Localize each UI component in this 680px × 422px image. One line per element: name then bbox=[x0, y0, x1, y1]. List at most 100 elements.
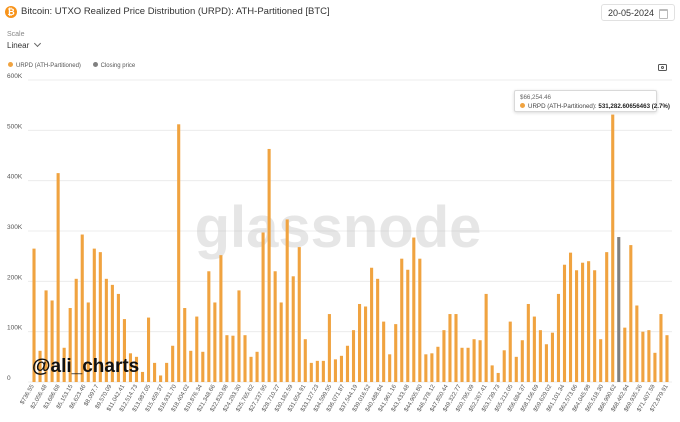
tooltip-row: URPD (ATH-Partitioned): 531,282.60656463… bbox=[520, 102, 670, 110]
bar bbox=[104, 278, 108, 382]
bar bbox=[647, 330, 651, 382]
bar bbox=[201, 351, 205, 382]
bar bbox=[520, 340, 524, 382]
bar bbox=[502, 350, 506, 382]
bar bbox=[74, 278, 78, 382]
calendar-icon[interactable] bbox=[659, 9, 668, 19]
bar bbox=[388, 354, 392, 382]
bar bbox=[659, 314, 663, 382]
chart-title: Bitcoin: UTXO Realized Price Distributio… bbox=[21, 6, 330, 17]
bar bbox=[364, 306, 368, 382]
bar bbox=[629, 245, 633, 382]
date-picker[interactable]: 20-05-2024 bbox=[601, 4, 675, 21]
bar bbox=[532, 316, 536, 382]
date-value: 20-05-2024 bbox=[608, 8, 655, 18]
legend-dot-urpd bbox=[8, 62, 13, 67]
legend-item-closing-price[interactable]: Closing price bbox=[92, 62, 136, 70]
bar bbox=[315, 360, 319, 382]
bar bbox=[496, 372, 500, 382]
scale-label: Scale bbox=[7, 31, 25, 38]
bar bbox=[376, 278, 380, 382]
bar bbox=[98, 252, 102, 382]
bar bbox=[442, 330, 446, 382]
tooltip-dot bbox=[520, 102, 525, 108]
bar bbox=[653, 352, 657, 382]
bar bbox=[147, 317, 151, 382]
bar bbox=[454, 314, 458, 382]
bar bbox=[225, 335, 229, 382]
bar bbox=[80, 234, 84, 382]
bar bbox=[297, 247, 301, 382]
bar bbox=[641, 331, 645, 382]
camera-icon[interactable] bbox=[658, 64, 667, 71]
tooltip-price: $66,254.46 bbox=[520, 94, 551, 101]
bar bbox=[593, 270, 597, 382]
bar bbox=[303, 339, 307, 382]
bar bbox=[243, 335, 247, 382]
bar bbox=[345, 345, 350, 382]
bar bbox=[213, 302, 217, 382]
bar bbox=[32, 248, 36, 382]
legend-item-urpd[interactable]: URPD (ATH-Partitioned) bbox=[8, 62, 81, 70]
bar bbox=[309, 362, 313, 382]
bar bbox=[86, 302, 90, 382]
closing-price-bar bbox=[617, 237, 621, 382]
bar bbox=[424, 354, 428, 382]
bar bbox=[478, 340, 482, 382]
bar bbox=[285, 219, 289, 382]
tooltip: $66,254.46 URPD (ATH-Partitioned): 531,2… bbox=[514, 90, 670, 112]
bar bbox=[327, 314, 331, 382]
bar bbox=[38, 350, 42, 382]
bar bbox=[62, 347, 66, 382]
bar bbox=[165, 362, 169, 382]
bar bbox=[189, 350, 193, 382]
chevron-down-icon bbox=[34, 39, 42, 48]
bar bbox=[635, 305, 639, 382]
tooltip-series: URPD (ATH-Partitioned): bbox=[528, 103, 597, 110]
bar bbox=[581, 262, 585, 382]
bar bbox=[219, 255, 223, 382]
bar bbox=[171, 345, 175, 382]
bar bbox=[351, 330, 356, 382]
bar bbox=[140, 371, 145, 382]
scale-dropdown[interactable]: Linear bbox=[7, 39, 42, 50]
bar bbox=[575, 270, 579, 382]
bar bbox=[623, 327, 627, 382]
y-tick-label: 600K bbox=[7, 73, 23, 80]
legend-label-closing-price: Closing price bbox=[100, 63, 136, 70]
y-tick-label: 200K bbox=[7, 274, 23, 281]
bar bbox=[128, 353, 133, 382]
y-tick-label: 100K bbox=[7, 325, 23, 332]
y-tick-label: 0 bbox=[7, 375, 11, 382]
bar bbox=[400, 258, 404, 382]
legend-label-urpd: URPD (ATH-Partitioned) bbox=[16, 63, 81, 70]
bar bbox=[207, 271, 211, 382]
bar bbox=[514, 356, 518, 382]
bar bbox=[490, 365, 494, 382]
bar bbox=[370, 267, 374, 382]
scale-value: Linear bbox=[7, 41, 30, 50]
bar bbox=[92, 248, 96, 382]
bar bbox=[484, 293, 488, 382]
watermark-brand: glassnode bbox=[195, 195, 482, 260]
bar bbox=[183, 308, 187, 382]
bar bbox=[339, 355, 344, 382]
bar bbox=[237, 290, 241, 382]
bar bbox=[56, 173, 60, 382]
bar bbox=[255, 351, 259, 382]
y-tick-label: 300K bbox=[7, 224, 23, 231]
tooltip-value: 531,282.60656463 (2.7%) bbox=[598, 103, 670, 110]
bar bbox=[134, 356, 139, 382]
bar bbox=[267, 148, 271, 382]
bar bbox=[68, 308, 72, 382]
bar bbox=[665, 335, 669, 382]
bar bbox=[562, 264, 567, 382]
bar bbox=[508, 321, 512, 382]
bar bbox=[538, 330, 542, 382]
urpd-chart: 0100K200K300K400K500K600Kglassnode$736.5… bbox=[7, 73, 672, 413]
bar bbox=[44, 290, 48, 382]
bar bbox=[195, 316, 199, 382]
bar bbox=[436, 346, 440, 382]
bar bbox=[466, 347, 470, 382]
bar bbox=[430, 353, 434, 382]
